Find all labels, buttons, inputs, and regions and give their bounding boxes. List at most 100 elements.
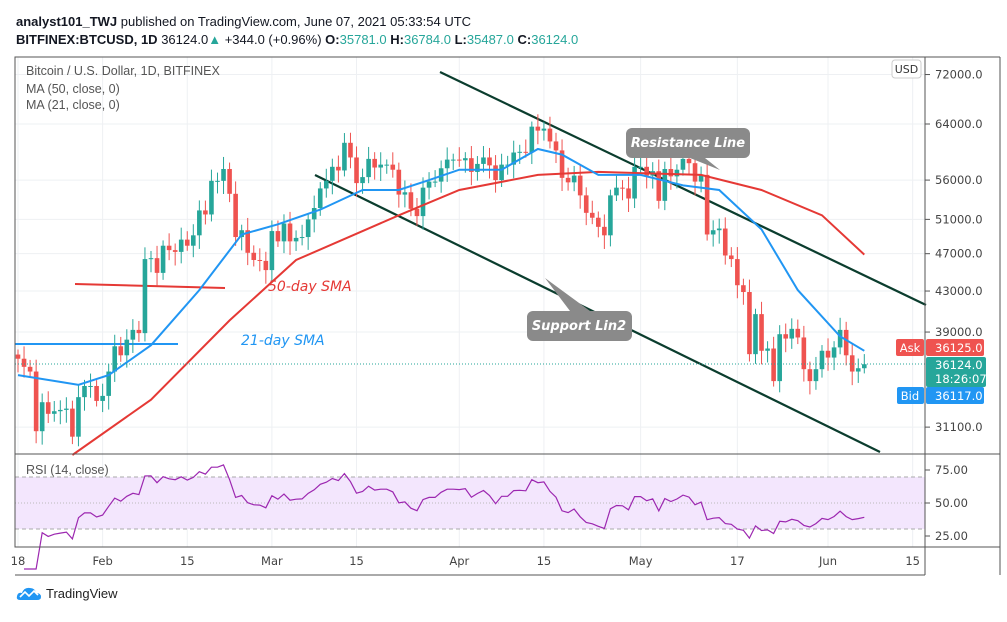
candle-body (136, 329, 142, 334)
candle-body (553, 141, 559, 151)
candle (64, 397, 69, 423)
candle (390, 152, 396, 178)
candle (396, 162, 402, 208)
candle (323, 168, 329, 198)
time-tick-label: 18 (11, 554, 26, 568)
candle-body (674, 169, 680, 177)
symbol: BITFINEX:BTCUSD, 1D (16, 32, 158, 47)
candle (160, 240, 166, 280)
time-tick-label: 17 (730, 554, 745, 568)
legend-title[interactable]: Bitcoin / U.S. Dollar, 1D, BITFINEX (26, 64, 220, 78)
candle-body (704, 174, 710, 235)
ask-price-tag (926, 339, 984, 356)
candle-body (293, 237, 299, 242)
ask-label: Ask (900, 341, 921, 355)
candle (287, 211, 293, 255)
tradingview-logo[interactable]: TradingView (16, 585, 118, 601)
candle (620, 180, 625, 201)
candle (813, 356, 819, 390)
price-tick-label: 39000.0 (935, 325, 983, 339)
candle (529, 121, 535, 165)
candle-body (626, 188, 631, 199)
candle-body (765, 348, 770, 351)
price-tick-label: 64000.0 (935, 117, 983, 131)
symbol-line: BITFINEX:BTCUSD, 1D 36124.0▲ +344.0 (+0.… (16, 32, 578, 47)
candle (293, 230, 299, 251)
bid-price: 36117.0 (935, 389, 983, 403)
candle (716, 218, 722, 244)
rsi-band (15, 477, 925, 529)
candle (747, 279, 752, 362)
candle (517, 144, 523, 164)
candle (112, 334, 118, 382)
legend-ma50[interactable]: MA (50, close, 0) (26, 82, 120, 96)
candle-body (396, 169, 402, 195)
horizontal-red-line[interactable] (74, 283, 226, 289)
candle (819, 345, 825, 378)
candle-body (263, 260, 269, 271)
candle (33, 359, 39, 444)
candle-body (511, 152, 516, 165)
candle-body (463, 158, 468, 161)
chart-frame (14, 56, 926, 548)
candle-body (517, 151, 523, 153)
low-value: 35487.0 (466, 32, 514, 47)
candle (88, 373, 93, 398)
candle-body (330, 166, 335, 181)
candle-body (577, 175, 583, 196)
resistance-callout[interactable] (626, 128, 750, 158)
currency-label: USD (895, 63, 919, 76)
time-tick-label: Jun (818, 554, 837, 568)
candle (644, 156, 649, 189)
legend-rsi[interactable]: RSI (14, close) (26, 463, 109, 477)
candle-body (88, 385, 93, 387)
candle (281, 214, 287, 254)
up-arrow-icon: ▲ (208, 32, 222, 47)
candle-body (456, 159, 462, 161)
candle (444, 147, 450, 182)
candle (511, 140, 516, 179)
candle-body (402, 192, 408, 195)
candle (493, 155, 498, 193)
rsi-tick-label: 75.00 (935, 463, 968, 477)
candle (130, 319, 136, 353)
candle-body (638, 166, 643, 168)
candle-body (27, 366, 33, 372)
drawings[interactable] (15, 71, 927, 453)
candle-body (342, 142, 347, 171)
legend-ma21[interactable]: MA (21, close, 0) (26, 98, 120, 112)
candle (849, 343, 855, 386)
price-axis[interactable]: 72000.0 64000.0 56000.0 51000.0 47000.0 43000… (925, 68, 983, 435)
time-tick-label: 15 (349, 554, 364, 568)
candle (662, 161, 668, 211)
candle-body (589, 212, 595, 218)
candle-body (39, 402, 45, 432)
candle (426, 172, 432, 200)
candle (100, 383, 105, 413)
currency-badge[interactable] (891, 59, 922, 79)
candle-body (602, 226, 607, 236)
open-label: O: (325, 32, 340, 47)
publish-info: published on TradingView.com, June 07, 2… (117, 14, 472, 29)
rsi-line (24, 464, 865, 570)
time-axis[interactable]: 18 Feb 15 Mar 15 Apr 15 May 17 Jun 15 (11, 554, 920, 568)
candle-body (15, 354, 21, 359)
resistance-trendline[interactable] (439, 71, 927, 306)
support-callout[interactable] (527, 311, 632, 341)
candle (70, 400, 75, 445)
candle-body (487, 157, 492, 166)
resistance-label: Resistance Line (631, 136, 745, 151)
author-name[interactable]: analyst101_TWJ (16, 14, 118, 29)
candle (197, 200, 202, 249)
candle-body (281, 223, 287, 242)
candle-body (215, 180, 220, 182)
candle (263, 251, 269, 284)
candle-body (450, 159, 456, 161)
candle-body (620, 187, 625, 189)
candle (547, 116, 553, 149)
candle-body (299, 237, 305, 239)
candle (765, 341, 770, 363)
candle-body (499, 164, 504, 181)
bid-label: Bid (901, 389, 919, 403)
